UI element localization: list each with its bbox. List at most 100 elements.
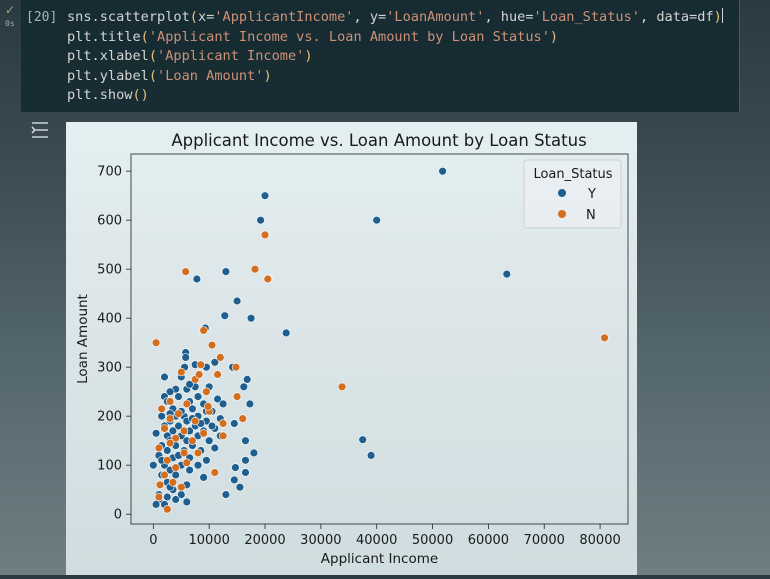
x-tick-label: 60000 <box>468 533 509 548</box>
data-point-n <box>171 463 180 472</box>
data-point-y <box>220 311 230 320</box>
data-point-n <box>190 416 200 426</box>
scatter-plot: Applicant Income vs. Loan Amount by Loan… <box>75 131 629 567</box>
data-point-y <box>210 358 220 367</box>
x-tick-label: 80000 <box>579 533 620 548</box>
data-point-y <box>230 475 239 485</box>
data-point-y <box>149 461 158 470</box>
x-axis-label: Applicant Income <box>321 551 438 567</box>
data-point-y <box>171 495 180 504</box>
data-point-n <box>196 360 206 369</box>
x-tick-label: 0 <box>149 533 157 548</box>
data-point-y <box>230 419 239 428</box>
data-point-n <box>182 458 192 467</box>
data-point-y <box>165 387 175 396</box>
data-point-y <box>192 274 202 284</box>
data-point-n <box>163 505 172 514</box>
data-point-y <box>163 492 172 502</box>
data-point-y <box>193 461 203 470</box>
data-point-n <box>181 267 190 276</box>
chart-title: Applicant Income vs. Loan Amount by Loan… <box>171 131 586 150</box>
data-point-n <box>210 468 220 477</box>
data-point-y <box>207 421 217 431</box>
data-point-n <box>263 274 273 284</box>
code-line-5: plt.show() <box>67 87 149 103</box>
data-point-n <box>168 478 178 487</box>
x-tick-label: 30000 <box>300 533 341 548</box>
data-point-n <box>199 326 208 335</box>
code-line-4: plt.ylabel('Loan Amount') <box>67 67 272 84</box>
data-point-y <box>239 382 249 391</box>
data-point-n <box>163 456 172 465</box>
data-point-y <box>245 399 255 409</box>
cell-gutter: ✓ 0s <box>0 0 20 112</box>
y-tick-label: 200 <box>97 410 122 425</box>
data-point-y <box>185 380 194 389</box>
data-point-n <box>160 424 169 433</box>
data-point-y <box>366 451 376 460</box>
data-point-y <box>174 421 183 431</box>
legend-marker-y <box>558 189 566 197</box>
data-point-y <box>213 394 222 404</box>
y-tick-label: 600 <box>97 214 122 229</box>
data-point-y <box>241 436 250 445</box>
y-tick-label: 300 <box>97 361 122 376</box>
code-cell[interactable]: [20] sns.scatterplot(x='ApplicantIncome'… <box>21 0 740 112</box>
y-tick-label: 100 <box>97 459 122 474</box>
data-point-n <box>207 340 217 350</box>
data-point-y <box>182 497 192 507</box>
data-point-y <box>231 463 240 472</box>
data-point-y <box>282 328 291 338</box>
data-point-n <box>213 370 222 379</box>
code-line-2: plt.title('Applicant Income vs. Loan Amo… <box>67 28 559 45</box>
data-point-y <box>241 456 250 465</box>
data-point-n <box>177 483 186 492</box>
data-point-y <box>502 269 511 279</box>
x-tick-label: 50000 <box>412 533 453 548</box>
legend-label-y: Y <box>587 187 596 202</box>
data-point-y <box>151 429 161 438</box>
execution-count: [20] <box>26 10 58 25</box>
data-point-y <box>202 456 211 465</box>
data-point-n <box>179 448 189 458</box>
data-point-n <box>199 429 208 438</box>
data-point-n <box>203 402 213 411</box>
code-editor[interactable]: sns.scatterplot(x='ApplicantIncome', y='… <box>67 8 723 106</box>
data-point-n <box>231 363 241 372</box>
data-point-n <box>232 392 242 401</box>
legend-title: Loan_Status <box>533 167 612 182</box>
data-point-n <box>218 419 228 428</box>
series-y <box>149 166 511 509</box>
data-point-n <box>165 414 175 423</box>
data-point-n <box>177 367 186 377</box>
data-point-y <box>181 353 190 362</box>
legend-marker-n <box>558 210 566 218</box>
y-tick-label: 0 <box>114 508 122 523</box>
data-point-y <box>199 473 208 482</box>
x-tick-label: 10000 <box>189 533 230 548</box>
data-point-y <box>210 443 220 453</box>
data-point-n <box>165 397 175 406</box>
data-point-y <box>372 215 381 225</box>
data-point-y <box>157 412 166 421</box>
data-point-y <box>163 446 172 455</box>
scatter-plot-figure: Applicant Income vs. Loan Amount by Loan… <box>66 122 637 575</box>
data-point-n <box>182 399 192 409</box>
data-point-n <box>218 431 228 440</box>
legend-box <box>523 159 622 229</box>
data-point-y <box>193 392 203 401</box>
run-time: 0s <box>5 19 15 28</box>
data-point-y <box>218 399 228 409</box>
series-n <box>151 230 609 514</box>
data-point-n <box>193 448 203 458</box>
data-point-n <box>155 480 165 489</box>
y-tick-label: 700 <box>97 165 122 180</box>
data-point-n <box>600 333 609 343</box>
y-tick-label: 400 <box>97 312 122 327</box>
data-point-y <box>221 490 231 499</box>
output-toggle-icon[interactable] <box>30 120 52 140</box>
data-point-y <box>260 191 270 200</box>
x-tick-label: 40000 <box>356 533 397 548</box>
data-point-y <box>185 465 194 475</box>
data-point-n <box>194 370 204 379</box>
